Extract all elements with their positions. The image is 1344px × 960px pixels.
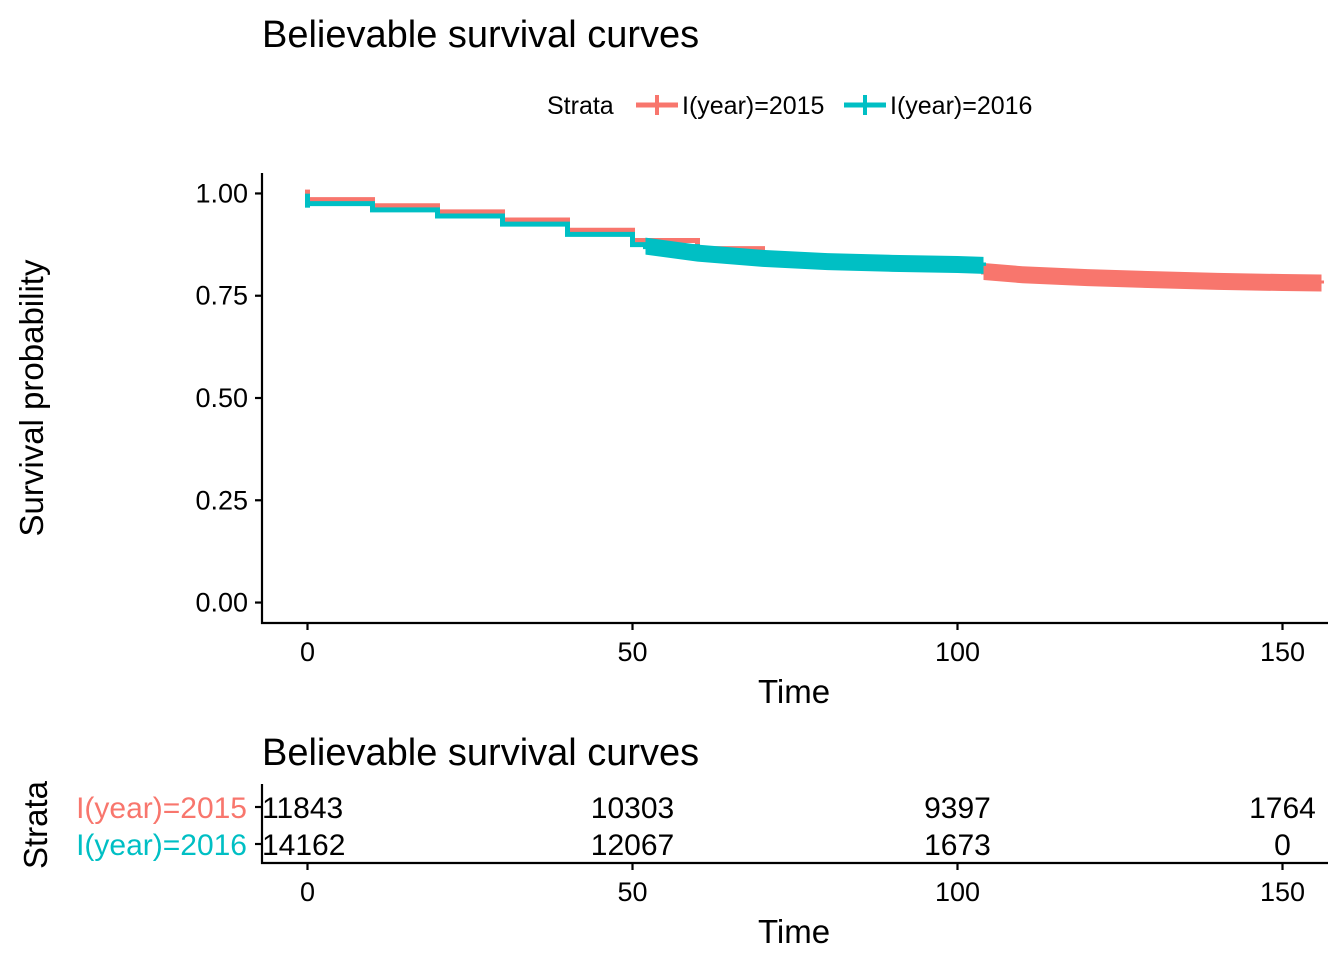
y-tick-label: 1.00 (195, 178, 248, 208)
risk-x-tick-label: 0 (300, 877, 315, 907)
risk-value: 11843 (262, 792, 343, 825)
legend-label: I(year)=2015 (682, 92, 824, 120)
risk-value: 1673 (924, 829, 991, 862)
legend-label: I(year)=2016 (890, 92, 1032, 120)
plot-title: Believable survival curves (262, 14, 699, 56)
x-tick-label: 50 (617, 637, 647, 667)
censor-band (645, 237, 984, 274)
risk-x-tick-label: 50 (617, 877, 647, 907)
risk-y-axis-label: Strata (17, 780, 54, 869)
risk-x-tick-label: 100 (935, 877, 980, 907)
risk-x-ticks: 0 50 100 150 (300, 863, 1305, 907)
series-I(year)=2016 (305, 193, 986, 274)
y-tick-label: 0.00 (195, 588, 248, 618)
x-tick-label: 100 (935, 637, 980, 667)
y-tick-label: 0.25 (195, 485, 248, 515)
series-line (307, 197, 1324, 286)
y-axis-label: Survival probability (13, 259, 50, 536)
x-axis-label: Time (758, 673, 830, 710)
risk-table-axes (260, 784, 1328, 865)
risk-x-tick-label: 150 (1260, 877, 1305, 907)
risk-value: 1764 (1249, 792, 1316, 825)
risk-value: 14162 (262, 829, 345, 862)
x-ticks: 0 50 100 150 (300, 623, 1305, 667)
survival-plot-axes (260, 173, 1328, 625)
y-tick-label: 0.50 (195, 383, 248, 413)
censor-band (983, 263, 1322, 292)
risk-row-label: I(year)=2015 (76, 792, 247, 825)
risk-table-rows: I(year)=2015 11843 10303 9397 1764I(year)=20… (76, 792, 1316, 862)
y-ticks: 0.00 0.25 0.50 0.75 1.00 (195, 178, 262, 618)
risk-row: I(year)=2016 14162 12067 1673 0 (76, 829, 1291, 862)
survival-curves (305, 189, 1324, 292)
risk-x-axis-label: Time (758, 913, 830, 950)
x-tick-label: 0 (300, 637, 315, 667)
legend-item: I(year)=2016 (844, 92, 1032, 120)
legend: Strata I(year)=2015 I(year)=2016 (547, 92, 1032, 120)
x-tick-label: 150 (1260, 637, 1305, 667)
legend-item: I(year)=2015 (636, 92, 824, 120)
risk-row-label: I(year)=2016 (76, 829, 247, 862)
risk-value: 0 (1274, 829, 1291, 862)
risk-value: 12067 (591, 829, 674, 862)
y-tick-label: 0.75 (195, 281, 248, 311)
series-I(year)=2015 (305, 189, 1324, 292)
legend-title: Strata (547, 92, 614, 120)
risk-table-title: Believable survival curves (262, 732, 699, 774)
risk-value: 10303 (591, 792, 674, 825)
risk-value: 9397 (924, 792, 991, 825)
risk-row: I(year)=2015 11843 10303 9397 1764 (76, 792, 1316, 825)
